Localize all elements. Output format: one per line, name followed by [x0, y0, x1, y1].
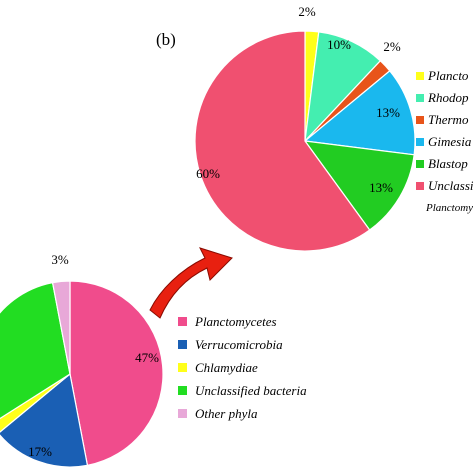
slice-label-other-phyla: 3% — [51, 252, 69, 267]
legend-swatch-unclassified-bacteria — [178, 386, 187, 395]
legend-label-other-phyla: Other phyla — [195, 406, 258, 421]
legend-label-unclassi: Unclassi — [428, 178, 474, 193]
slice-label-verrucomicrobia: 17% — [28, 444, 52, 459]
legend-swatch-verrucomicrobia — [178, 340, 187, 349]
pie-slice-unclassified-bacteria — [0, 281, 71, 420]
pie-slice-planctomycetes — [69, 280, 164, 467]
legend-swatch-thermo — [416, 116, 424, 124]
legend-label-thermo: Thermo — [428, 112, 469, 127]
connector-arrow — [149, 247, 233, 319]
legend-swatch-chlamydiae — [178, 363, 187, 372]
legend-label-planctomycetes: Planctomycetes — [194, 314, 277, 329]
legend-label-unclassified-bacteria: Unclassified bacteria — [195, 383, 307, 398]
pie-slice-other-phyla — [51, 280, 71, 375]
slice-label-unclassified-planctomycetes: 60% — [196, 166, 220, 181]
slice-label-thermo: 2% — [383, 39, 401, 54]
pie-chart-b: 2% 10% 2% 13% 13% 60% — [194, 4, 416, 252]
legend-label-rhodop: Rhodop — [427, 90, 469, 105]
legend-swatch-gimesia — [416, 138, 424, 146]
slice-label-blastop: 13% — [369, 180, 393, 195]
legend-label-chlamydiae: Chlamydiae — [195, 360, 258, 375]
legend-label-blastop: Blastop — [428, 156, 468, 171]
legend-label-gimesia: Gimesia — [428, 134, 472, 149]
legend-swatch-planctomycetes — [178, 317, 187, 326]
pie-chart-a: 47% 17% 3% — [0, 252, 164, 468]
legend-swatch-unclassi — [416, 182, 424, 190]
slice-label-gimesia: 13% — [376, 105, 400, 120]
slice-label-rhodop: 10% — [327, 37, 351, 52]
legend-label-plancto: Plancto — [427, 68, 469, 83]
legend-swatch-other-phyla — [178, 409, 187, 418]
pie-slice-verrucomicrobia — [0, 372, 89, 468]
pie-slice-chlamydiae — [0, 373, 71, 433]
slice-label-plancto: 2% — [298, 4, 316, 19]
legend-swatch-blastop — [416, 160, 424, 168]
slice-label-planctomycetes: 47% — [135, 350, 159, 365]
pie-slice-unclassified-planctomycetes — [194, 30, 371, 252]
panel-label: (b) — [156, 30, 176, 49]
legend-label-continuation: Planctomy — [425, 202, 473, 214]
legend-label-verrucomicrobia: Verrucomicrobia — [195, 337, 283, 352]
legend-swatch-plancto — [416, 72, 424, 80]
legend-b: Plancto Rhodop Thermo Gimesia Blastop Unclass… — [416, 68, 474, 214]
legend-a: Planctomycetes Verrucomicrobia Chlamydiae U… — [178, 314, 307, 421]
pie-slice-blastop — [303, 140, 415, 231]
legend-swatch-rhodop — [416, 94, 424, 102]
pie-slice-gimesia — [303, 70, 416, 156]
